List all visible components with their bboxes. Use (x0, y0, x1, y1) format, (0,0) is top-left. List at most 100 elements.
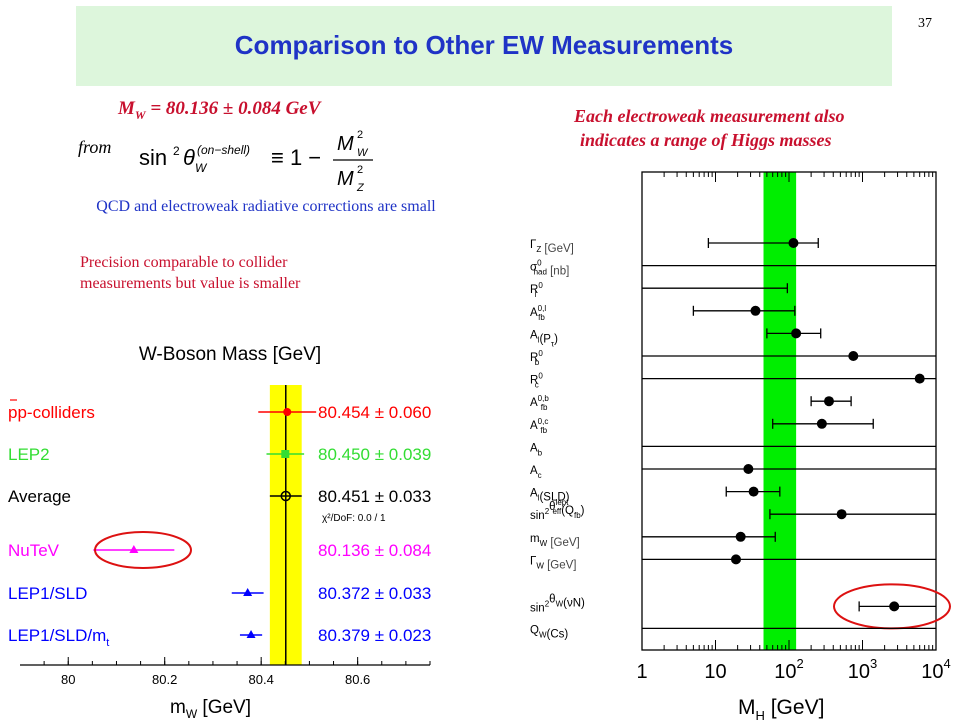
w-x-label-unit: [GeV] (197, 697, 251, 718)
higgs-row-label-base: R (530, 375, 538, 387)
formula-theta: θ (183, 145, 195, 170)
higgs-x-tick-base: 1 (636, 661, 647, 683)
mw-result: MW = 80.136 ± 0.084 GeV (118, 98, 320, 123)
higgs-note: Each electroweak measurement also indica… (560, 104, 950, 152)
higgs-row-label: Al(SLD) (530, 488, 570, 504)
w-x-tick-label: 80.6 (345, 672, 370, 687)
higgs-row-label-sub: l (538, 335, 540, 344)
higgs-row-label-unit: (SLD) (539, 492, 569, 504)
higgs-row-label-unit: (Q (561, 505, 574, 517)
higgs-row-label-sub: l (535, 290, 537, 299)
higgs-row-label: ΓW [GeV] (530, 555, 577, 571)
higgs-row-label-theta-sub: W (556, 599, 564, 608)
w-row-label-text: LEP1/SLD (8, 584, 87, 603)
nutev-highlight-ellipse (94, 531, 192, 569)
higgs-row-label-sub: fb (540, 426, 547, 435)
higgs-row-label-base: Γ (530, 239, 537, 251)
higgs-row-label-unit: [GeV] (547, 537, 580, 549)
higgs-row-label-sup: 0,b (538, 394, 550, 403)
w-row-label-text: NuTeV (8, 541, 60, 560)
higgs-row-label-sub: c (535, 381, 539, 390)
slide-title: Comparison to Other EW Measurements (234, 30, 734, 60)
higgs-x-tick-base: 10 (704, 661, 726, 683)
higgs-point (836, 509, 847, 520)
higgs-x-label-sub: H (756, 708, 765, 720)
title-banner (76, 6, 892, 86)
formula-num-sup: 2 (357, 129, 363, 141)
formula-den: M (337, 168, 354, 190)
w-x-tick-label: 80.2 (152, 672, 177, 687)
higgs-row-label-sup: 0 (538, 349, 543, 358)
higgs-row-label-sub: b (535, 358, 540, 367)
higgs-row-label-base: A (530, 465, 538, 477)
higgs-note-line-2: indicates a range of Higgs masses (580, 130, 832, 150)
higgs-point (730, 554, 741, 565)
higgs-row-label: sin2θlept eff(Qfb) (530, 498, 585, 522)
higgs-row-label-sub: W (536, 561, 544, 570)
higgs-row-label-base: sin (530, 510, 545, 522)
higgs-x-axis-label: MH [GeV] (738, 696, 824, 720)
higgs-row-label-sub: fb (538, 313, 545, 322)
higgs-x-tick-label: 10 (704, 661, 726, 683)
higgs-row-label-theta: θ (549, 593, 555, 605)
higgs-row-label-base: Q (530, 624, 539, 636)
higgs-x-tick-base: 10 (774, 661, 796, 683)
higgs-row-label-sup: 0 (538, 372, 543, 381)
higgs-row-label: A0,b fb (530, 394, 549, 412)
w-x-tick-label: 80 (61, 672, 75, 687)
w-x-axis-label: mW [GeV] (170, 697, 251, 720)
higgs-row-label: R0 l (530, 281, 543, 299)
sin2theta-formula: sin 2 θ W (on−shell) ≡ 1 − M W 2 M Z 2 (139, 129, 373, 194)
higgs-x-tick-sup: 2 (797, 656, 804, 671)
higgs-row-label-sub: W (540, 539, 548, 548)
higgs-row-label-unit-end: ) (581, 505, 585, 517)
formula-sin: sin (139, 145, 167, 170)
higgs-row-label-base: Γ (530, 555, 537, 567)
higgs-row-label-theta-sub: eff (552, 507, 562, 516)
w-row-value: 80.372 ± 0.033 (318, 584, 431, 603)
higgs-x-tick-base: 10 (848, 661, 870, 683)
higgs-x-tick-sup: 4 (944, 656, 951, 671)
higgs-point (750, 305, 761, 316)
higgs-band (763, 172, 797, 650)
formula-num-sub: W (357, 147, 369, 159)
w-point-open-circle (280, 490, 292, 502)
higgs-x-label-symbol: M (738, 696, 756, 719)
higgs-row-label: mW [GeV] (530, 533, 580, 549)
w-point-triangle (246, 630, 256, 638)
w-point-square (281, 450, 290, 458)
formula-den-sup: 2 (357, 164, 363, 176)
mw-symbol: M (118, 98, 135, 119)
higgs-row-label: Ab (530, 442, 543, 457)
formula-den-sub: Z (356, 182, 365, 194)
higgs-row-label-unit: [GeV] (544, 559, 577, 571)
formula-onshell: (on−shell) (197, 143, 250, 157)
formula-equiv: ≡ 1 − (271, 145, 321, 170)
formula-num: M (337, 133, 354, 155)
precision-note-line-1: Precision comparable to collider (80, 254, 288, 271)
higgs-row-label-sub: W (539, 630, 547, 639)
higgs-row-label-unit-end: ) (554, 333, 558, 345)
w-point-triangle (243, 588, 253, 596)
higgs-row-label-sup: 2 (545, 507, 550, 516)
higgs-row-label-sup: 0 (538, 281, 543, 290)
higgs-row-label: Al(Pτ) (530, 329, 558, 348)
mw-subscript: W (134, 107, 146, 122)
higgs-note-line-1: Each electroweak measurement also (574, 106, 845, 126)
higgs-row-label-sub: b (538, 448, 543, 457)
higgs-x-label-unit: [GeV] (765, 696, 825, 719)
higgs-row-label: Ac (530, 465, 542, 480)
page-number: 37 (918, 16, 932, 31)
higgs-row-label: A0,l fb (530, 304, 546, 322)
higgs-row-label: σ0 had [nb] (530, 259, 569, 278)
higgs-row-label-unit: [GeV] (541, 243, 574, 255)
mw-value: = 80.136 ± 0.084 GeV (145, 98, 321, 119)
w-row-label-sub: t (106, 637, 109, 649)
w-row-label: LEP1/SLD (8, 584, 87, 603)
higgs-row-label-base: A (530, 442, 538, 454)
higgs-row-label-sub: fb (541, 403, 548, 412)
higgs-x-tick-label: 1 (636, 661, 647, 683)
w-row-label-text: LEP2 (8, 445, 50, 464)
higgs-row-label: sin2θW(νN) (530, 593, 585, 614)
higgs-row-label: R0 c (530, 372, 543, 390)
